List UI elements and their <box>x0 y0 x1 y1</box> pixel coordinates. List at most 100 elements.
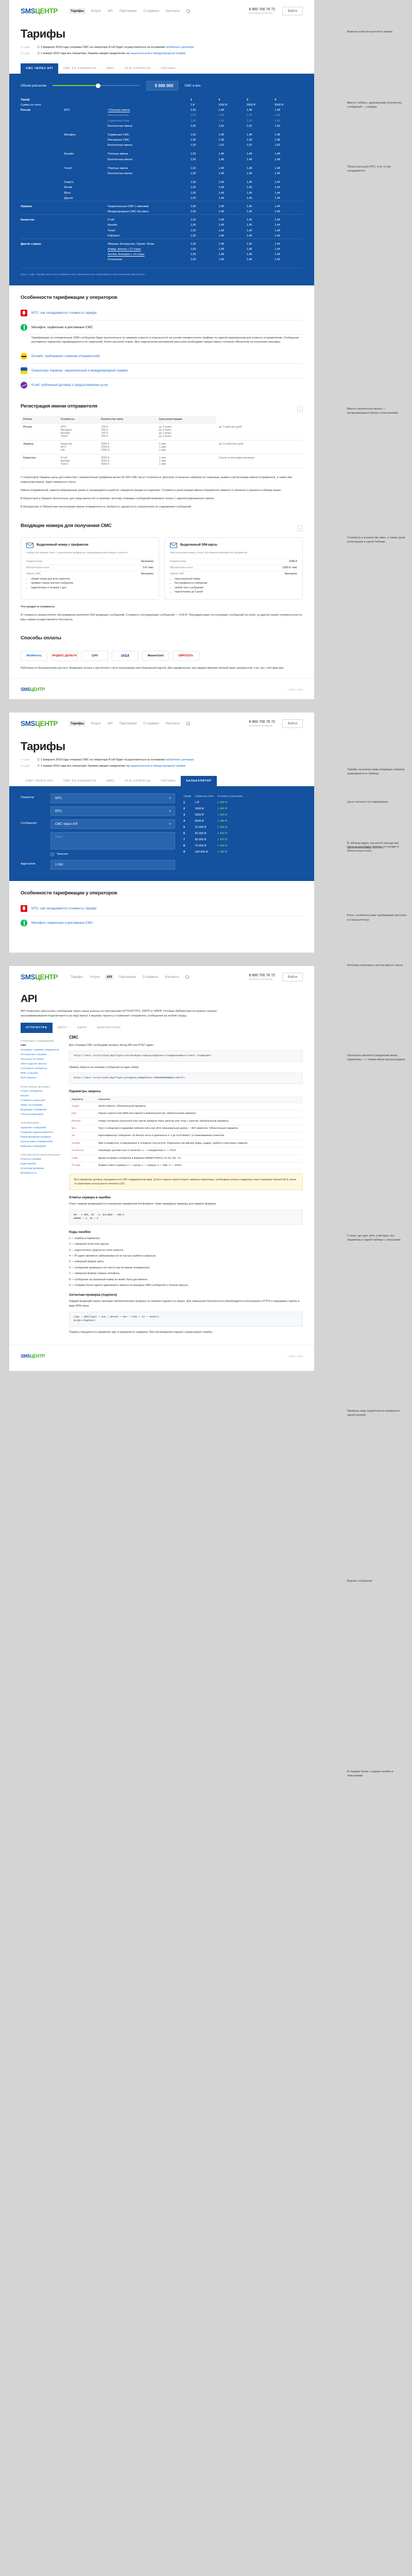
news-link[interactable]: национальный и международный трафик <box>130 52 186 55</box>
payment-method[interactable]: WebMoney <box>21 651 47 662</box>
volume-slider[interactable] <box>53 83 141 88</box>
feature-item[interactable]: МТС: как складывается стоимость тарифа <box>21 306 303 320</box>
nav-partners[interactable]: Партнерам <box>119 722 137 726</box>
tab-smpp[interactable]: SMPP <box>77 1026 87 1029</box>
tab-sms-api[interactable]: СМС ЧЕРЕЗ API <box>26 779 53 783</box>
news-item[interactable]: 13 ДЕК С 1 января 2016 года все оператор… <box>21 765 303 769</box>
nav-about[interactable]: О сервисе <box>142 975 159 979</box>
news-item[interactable]: 27 ДЕК С 1 февраля 2016 года отправка СМ… <box>21 46 303 50</box>
code-block-endpoint[interactable]: https://smsc.ru/sys/send.php?login=<логи… <box>69 1050 303 1062</box>
search-icon[interactable] <box>186 9 190 13</box>
logo[interactable]: SMSЦЕНТР <box>21 7 58 15</box>
news-item[interactable]: 13 ДЕК С 1 января 2016 года все оператор… <box>21 52 303 56</box>
tab-calculator[interactable]: КАЛЬКУЛЯТОР <box>181 775 217 786</box>
payment-method[interactable]: VISA <box>112 651 139 662</box>
code-block-response[interactable]: OK - 1 SMS, ID - 3, BALANCE - 100.5 ERRO… <box>69 1209 303 1225</box>
api-side-link[interactable]: Отложенная отправка <box>21 1054 47 1056</box>
api-side-link[interactable]: Входящие сообщения <box>21 1108 47 1111</box>
login-button[interactable]: Войти <box>282 972 303 981</box>
nav-api[interactable]: API <box>105 974 114 980</box>
slider-knob[interactable] <box>96 83 101 88</box>
tab-sms-cabinet[interactable]: СМС ИЗ КАБИНЕТА <box>63 779 96 783</box>
api-side-link[interactable]: Антиспам-проверка <box>21 1167 44 1171</box>
login-button[interactable]: Войти <box>282 719 303 728</box>
tab-sms-cabinet[interactable]: СМС ИЗ КАБИНЕТА <box>63 66 96 70</box>
translit-checkbox-row[interactable]: Транслит <box>50 852 175 856</box>
code-block-example[interactable]: https://smsc.ru/sys/send.php?login=alex&… <box>69 1073 303 1084</box>
payment-method[interactable]: MasterCard <box>142 651 169 662</box>
translit-checkbox[interactable] <box>50 852 54 856</box>
payment-method[interactable]: QIWI <box>81 651 108 662</box>
api-side-link[interactable]: Шаблоны сообщений <box>21 1145 46 1148</box>
tab-libraries[interactable]: БИБЛИОТЕКИ <box>97 1026 121 1029</box>
collapse-icon[interactable]: − <box>297 526 303 532</box>
tab-letters[interactable]: ПИСЬМА <box>161 779 176 783</box>
logo[interactable]: SMSЦЕНТР <box>21 720 58 727</box>
feature-item[interactable]: Билайн: требования к именам отправителей <box>21 349 303 364</box>
nav-contacts[interactable]: Контакты <box>165 722 180 726</box>
nav-partners[interactable]: Партнерам <box>118 975 136 979</box>
news-item[interactable]: 27 ДЕК С 1 февраля 2016 года отправка СМ… <box>21 758 303 762</box>
api-side-link[interactable]: Редактирование профиля <box>21 1136 51 1139</box>
feature-item[interactable]: K'cell: публичный договор о предоставлен… <box>21 378 303 392</box>
nav-tariffs[interactable]: Тарифы <box>68 721 86 727</box>
api-side-link[interactable]: Безопасность <box>21 1172 37 1175</box>
api-side-link[interactable]: ММС и письма <box>21 1072 38 1075</box>
feature-item-megafon[interactable]: Мегафон: сервисные и рекламные СМС <box>21 916 303 930</box>
feature-item-mts[interactable]: МТС: как складывается стоимость тарифа <box>21 902 303 916</box>
api-side-link[interactable]: Отправка с именем отправителя <box>21 1049 59 1052</box>
login-button[interactable]: Войти <box>282 7 303 15</box>
kind-cell[interactable]: Платные имена <box>108 108 191 113</box>
nav-tariffs[interactable]: Тарифы <box>68 8 86 14</box>
payment-method[interactable]: ЕВРОСЕТЬ <box>173 651 199 662</box>
tab-smtp[interactable]: SMTP <box>57 1026 67 1029</box>
nav-services[interactable]: Услуги <box>91 722 101 726</box>
api-side-link[interactable]: Создание подпользователя <box>21 1131 53 1134</box>
nav-services[interactable]: Услуги <box>90 975 100 979</box>
nav-contacts[interactable]: Контакты <box>165 9 180 13</box>
api-side-link[interactable]: Стоимость рассылки <box>21 1099 45 1102</box>
tab-letters[interactable]: ПИСЬМА <box>161 66 176 70</box>
news-link[interactable]: публичного договора <box>165 46 194 49</box>
nav-partners[interactable]: Партнерам <box>119 9 137 13</box>
api-side-link[interactable]: Список имен отправителей <box>21 1140 53 1143</box>
search-icon[interactable] <box>185 975 189 979</box>
tab-http[interactable]: HTTP/HTTPS <box>21 1022 53 1033</box>
footer-logo[interactable]: SMSЦЕНТР <box>21 687 45 692</box>
tab-hlr[interactable]: HLR-ЗАПРОСЫ <box>125 66 151 70</box>
api-side-link[interactable]: Рассылка по списку <box>21 1058 44 1061</box>
footer-logo[interactable]: SMSЦЕНТР <box>21 1353 45 1359</box>
operator-select[interactable]: МТС <box>50 793 175 803</box>
tab-mms[interactable]: ММС <box>107 66 115 70</box>
api-side-link[interactable]: HLR-запросы <box>21 1076 37 1079</box>
nav-api[interactable]: API <box>107 9 113 13</box>
news-link[interactable]: национальный и международный трафик <box>130 764 186 768</box>
message-type-select[interactable]: СМС через API <box>50 819 175 829</box>
recipients-input[interactable]: 1 000 <box>50 859 175 870</box>
code-block-sign[interactable]: sign = md5(login + psw + phones + mes + … <box>69 1311 303 1327</box>
nav-services[interactable]: Услуги <box>91 9 101 13</box>
news-link[interactable]: публичного договора <box>165 758 194 762</box>
kind-cell[interactable]: Англия, Болгария + 14 стран <box>108 253 145 257</box>
api-side-link[interactable]: Удаление сообщений <box>21 1126 46 1129</box>
nav-tariffs[interactable]: Тарифы <box>70 975 83 979</box>
api-side-link[interactable]: СМС <box>21 1044 27 1047</box>
tab-hlr[interactable]: HLR-ЗАПРОСЫ <box>125 779 151 783</box>
api-side-link[interactable]: Лимит на отправку <box>21 1104 43 1107</box>
api-side-link[interactable]: Баланс <box>21 1094 29 1097</box>
message-text-input[interactable]: Текст <box>50 832 175 850</box>
tab-sms-api[interactable]: СМС ЧЕРЕЗ API <box>21 63 58 74</box>
search-icon[interactable] <box>186 722 190 726</box>
nav-contacts[interactable]: Контакты <box>165 975 179 979</box>
api-side-link[interactable]: Голосовые сообщения <box>21 1067 47 1070</box>
tab-mms[interactable]: ММС <box>107 779 115 783</box>
nav-about[interactable]: О сервисе <box>143 722 159 726</box>
api-side-link[interactable]: Статус сообщения <box>21 1090 43 1093</box>
slider-value[interactable]: 5 000 000 <box>146 80 179 91</box>
api-side-link[interactable]: Ответы и ошибки <box>21 1158 41 1161</box>
nav-about[interactable]: О сервисе <box>143 9 159 13</box>
api-side-link[interactable]: Список операторов <box>21 1113 43 1116</box>
api-side-link[interactable]: Viber и другие каналы <box>21 1062 47 1065</box>
logo[interactable]: SMSЦЕНТР <box>21 973 58 981</box>
operator2-select[interactable]: МТС <box>50 806 175 816</box>
